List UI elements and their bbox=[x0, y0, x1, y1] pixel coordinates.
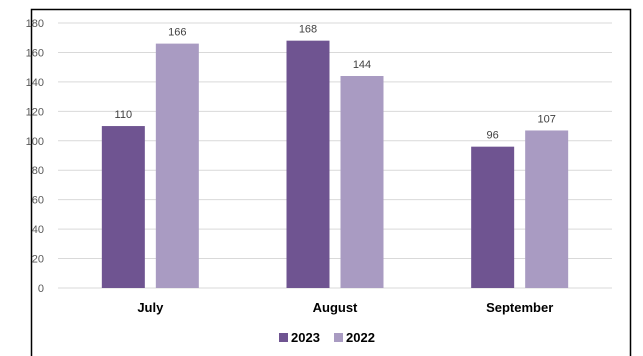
category-label: August bbox=[313, 300, 358, 315]
y-tick-label: 160 bbox=[26, 47, 44, 59]
category-labels: July August September bbox=[137, 300, 553, 315]
bar-2022-july bbox=[155, 43, 199, 288]
y-axis-tick-labels: 0 20 40 60 80 100 120 140 160 180 bbox=[26, 18, 44, 295]
y-tick-label: 180 bbox=[26, 18, 44, 30]
data-label: 144 bbox=[353, 59, 371, 71]
bar-2023-july bbox=[101, 126, 145, 288]
y-tick-label: 0 bbox=[38, 283, 44, 295]
bars bbox=[101, 40, 569, 288]
data-label: 107 bbox=[537, 113, 555, 125]
legend-label: 2022 bbox=[346, 330, 375, 345]
y-tick-label: 60 bbox=[32, 195, 44, 207]
y-tick-label: 120 bbox=[26, 106, 44, 118]
y-tick-label: 100 bbox=[26, 136, 44, 148]
y-tick-label: 80 bbox=[32, 165, 44, 177]
bar-2023-august bbox=[286, 40, 330, 288]
bar-2022-september bbox=[525, 130, 569, 288]
bar-2023-september bbox=[471, 146, 515, 288]
gridlines bbox=[58, 22, 612, 289]
data-label: 168 bbox=[299, 24, 317, 36]
category-label: July bbox=[137, 300, 164, 315]
legend-label: 2023 bbox=[291, 330, 320, 345]
data-labels: 110 166 168 144 96 107 bbox=[115, 24, 556, 142]
data-label: 96 bbox=[487, 130, 499, 142]
bar-2022-august bbox=[340, 76, 384, 288]
legend: 2023 2022 bbox=[279, 330, 375, 345]
legend-swatch-2022 bbox=[334, 333, 343, 342]
category-label: September bbox=[486, 300, 553, 315]
data-label: 166 bbox=[168, 27, 186, 39]
chart-frame bbox=[30, 8, 632, 356]
y-tick-label: 40 bbox=[32, 224, 44, 236]
y-tick-label: 140 bbox=[26, 77, 44, 89]
data-label: 110 bbox=[115, 109, 133, 121]
y-tick-label: 20 bbox=[32, 254, 44, 266]
legend-swatch-2023 bbox=[279, 333, 288, 342]
